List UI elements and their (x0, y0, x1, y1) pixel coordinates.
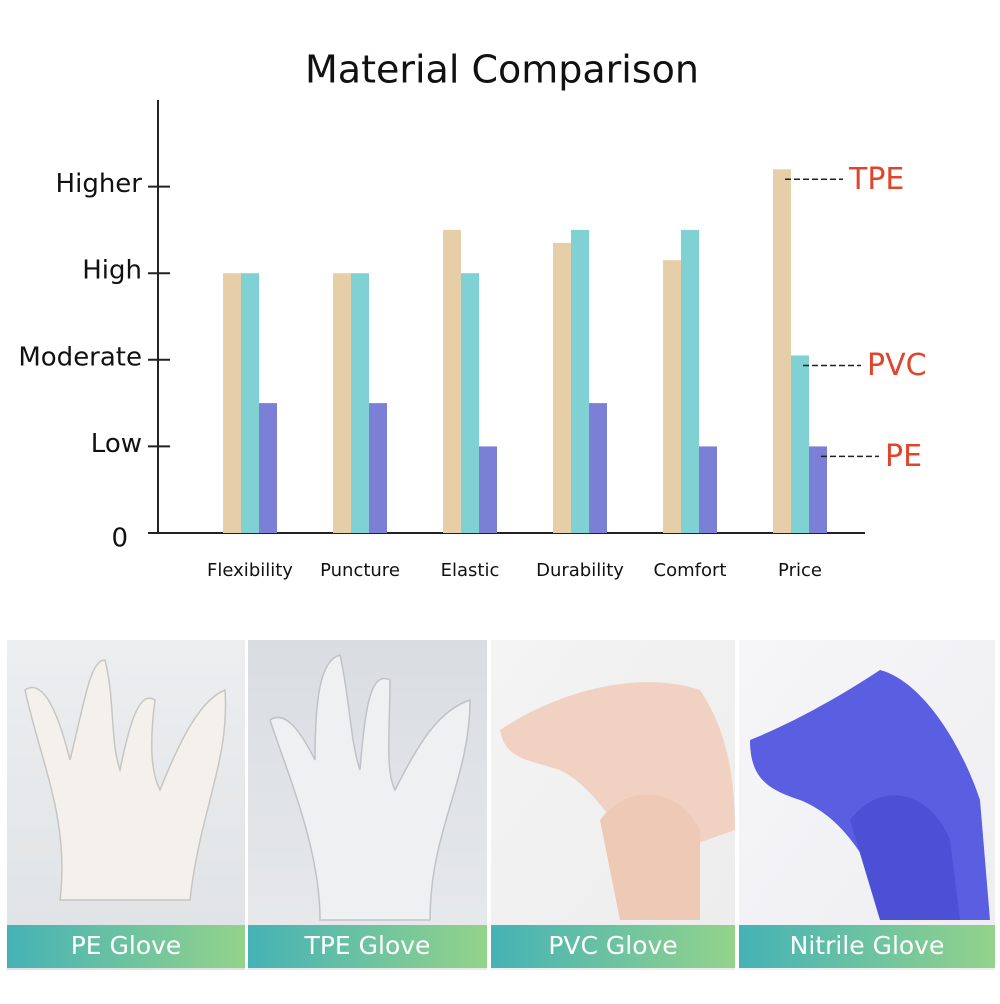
caption-bar (7, 925, 245, 968)
bar (369, 403, 387, 533)
bar (479, 446, 497, 533)
y-tick-label: Moderate (18, 342, 142, 372)
glove-shape (600, 794, 700, 920)
x-tick-label: Comfort (654, 560, 727, 581)
bar (791, 355, 809, 533)
bar (553, 242, 571, 533)
bar (663, 260, 681, 533)
chart-title: Material Comparison (305, 48, 699, 92)
bar (809, 446, 827, 533)
bar (443, 229, 461, 533)
bar (571, 229, 589, 533)
bar (259, 403, 277, 533)
bar (461, 273, 479, 533)
caption-bar (491, 925, 735, 968)
y-tick-label: 0 (111, 524, 128, 554)
bar (333, 273, 351, 533)
bar (589, 403, 607, 533)
photo-caption: PVC Glove (548, 931, 677, 960)
y-tick-label: Higher (56, 169, 143, 199)
photo-strip: PE Glove TPE Glove PVC Glove Nitrile Glove (7, 640, 995, 970)
x-tick-label: Flexibility (207, 560, 293, 581)
x-tick-label: Elastic (441, 560, 500, 581)
photo-caption: PE Glove (71, 931, 182, 960)
glove-shape (269, 654, 471, 921)
bar (223, 273, 241, 533)
bar (351, 273, 369, 533)
bar (241, 273, 259, 533)
photo-caption: Nitrile Glove (790, 931, 945, 960)
x-tick-label: Puncture (320, 560, 400, 581)
caption-bar (248, 925, 487, 968)
glove-shape (850, 795, 960, 920)
bar (699, 446, 717, 533)
bar (681, 229, 699, 533)
legend-label: PE (885, 439, 922, 474)
y-tick-label: High (82, 256, 142, 286)
caption-bar (739, 925, 995, 968)
y-tick-label: Low (91, 429, 142, 459)
glove-shape (24, 659, 227, 901)
bar (773, 169, 791, 533)
legend-label: TPE (848, 162, 904, 197)
x-tick-label: Price (778, 560, 822, 581)
legend-label: PVC (867, 348, 927, 383)
x-tick-label: Durability (536, 560, 624, 581)
photo-caption: TPE Glove (304, 931, 431, 960)
